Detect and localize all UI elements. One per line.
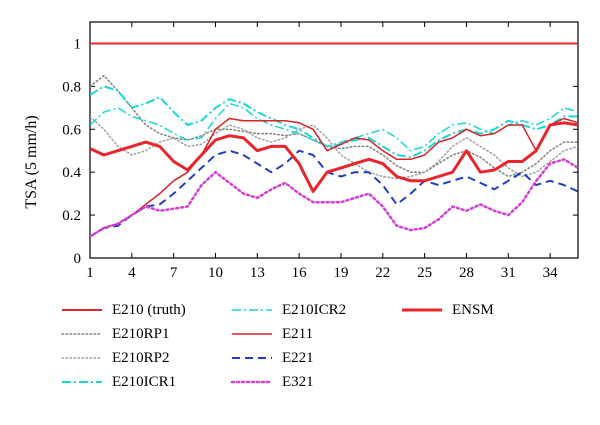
y-tick-label: 0.4 [62, 165, 81, 181]
x-tick-label: 13 [250, 265, 265, 281]
x-tick-label: 34 [543, 265, 559, 281]
series-line-ensm [90, 121, 578, 193]
y-tick-label: 0.8 [62, 79, 81, 95]
x-tick-label: 4 [128, 265, 136, 281]
x-tick-label: 1 [86, 265, 94, 281]
x-tick-label: 31 [501, 265, 516, 281]
series-line-e210rp1 [90, 74, 578, 178]
series-line-e210icr1 [90, 85, 578, 159]
y-axis-title: TSA (5 mm/h) [23, 115, 40, 208]
y-tick-label: 0 [74, 251, 82, 267]
x-tick-label: 7 [170, 265, 178, 281]
series-line-e211 [90, 117, 578, 238]
y-tick-label: 0.2 [62, 208, 81, 224]
plot-area: 1 4 7 10 13 16 19 22 25 28 31 34 0 0.2 0.4 0.6 0.8 1 [62, 21, 579, 281]
x-tick-label: 10 [208, 265, 223, 281]
x-tick-label: 28 [459, 265, 474, 281]
y-tick-label: 1 [74, 36, 82, 52]
x-tick-label: 22 [375, 265, 390, 281]
y-tick-label: 0.6 [62, 122, 81, 138]
x-tick-label: 16 [292, 265, 308, 281]
plot-frame [89, 21, 579, 259]
series-line-e210rp2 [90, 115, 578, 180]
x-tick-label: 19 [333, 265, 348, 281]
series-line-e321 [90, 158, 578, 238]
series-line-e221 [90, 149, 578, 238]
x-tick-label: 25 [417, 265, 432, 281]
y-axis-label: TSA (5 mm/h) [23, 115, 40, 208]
